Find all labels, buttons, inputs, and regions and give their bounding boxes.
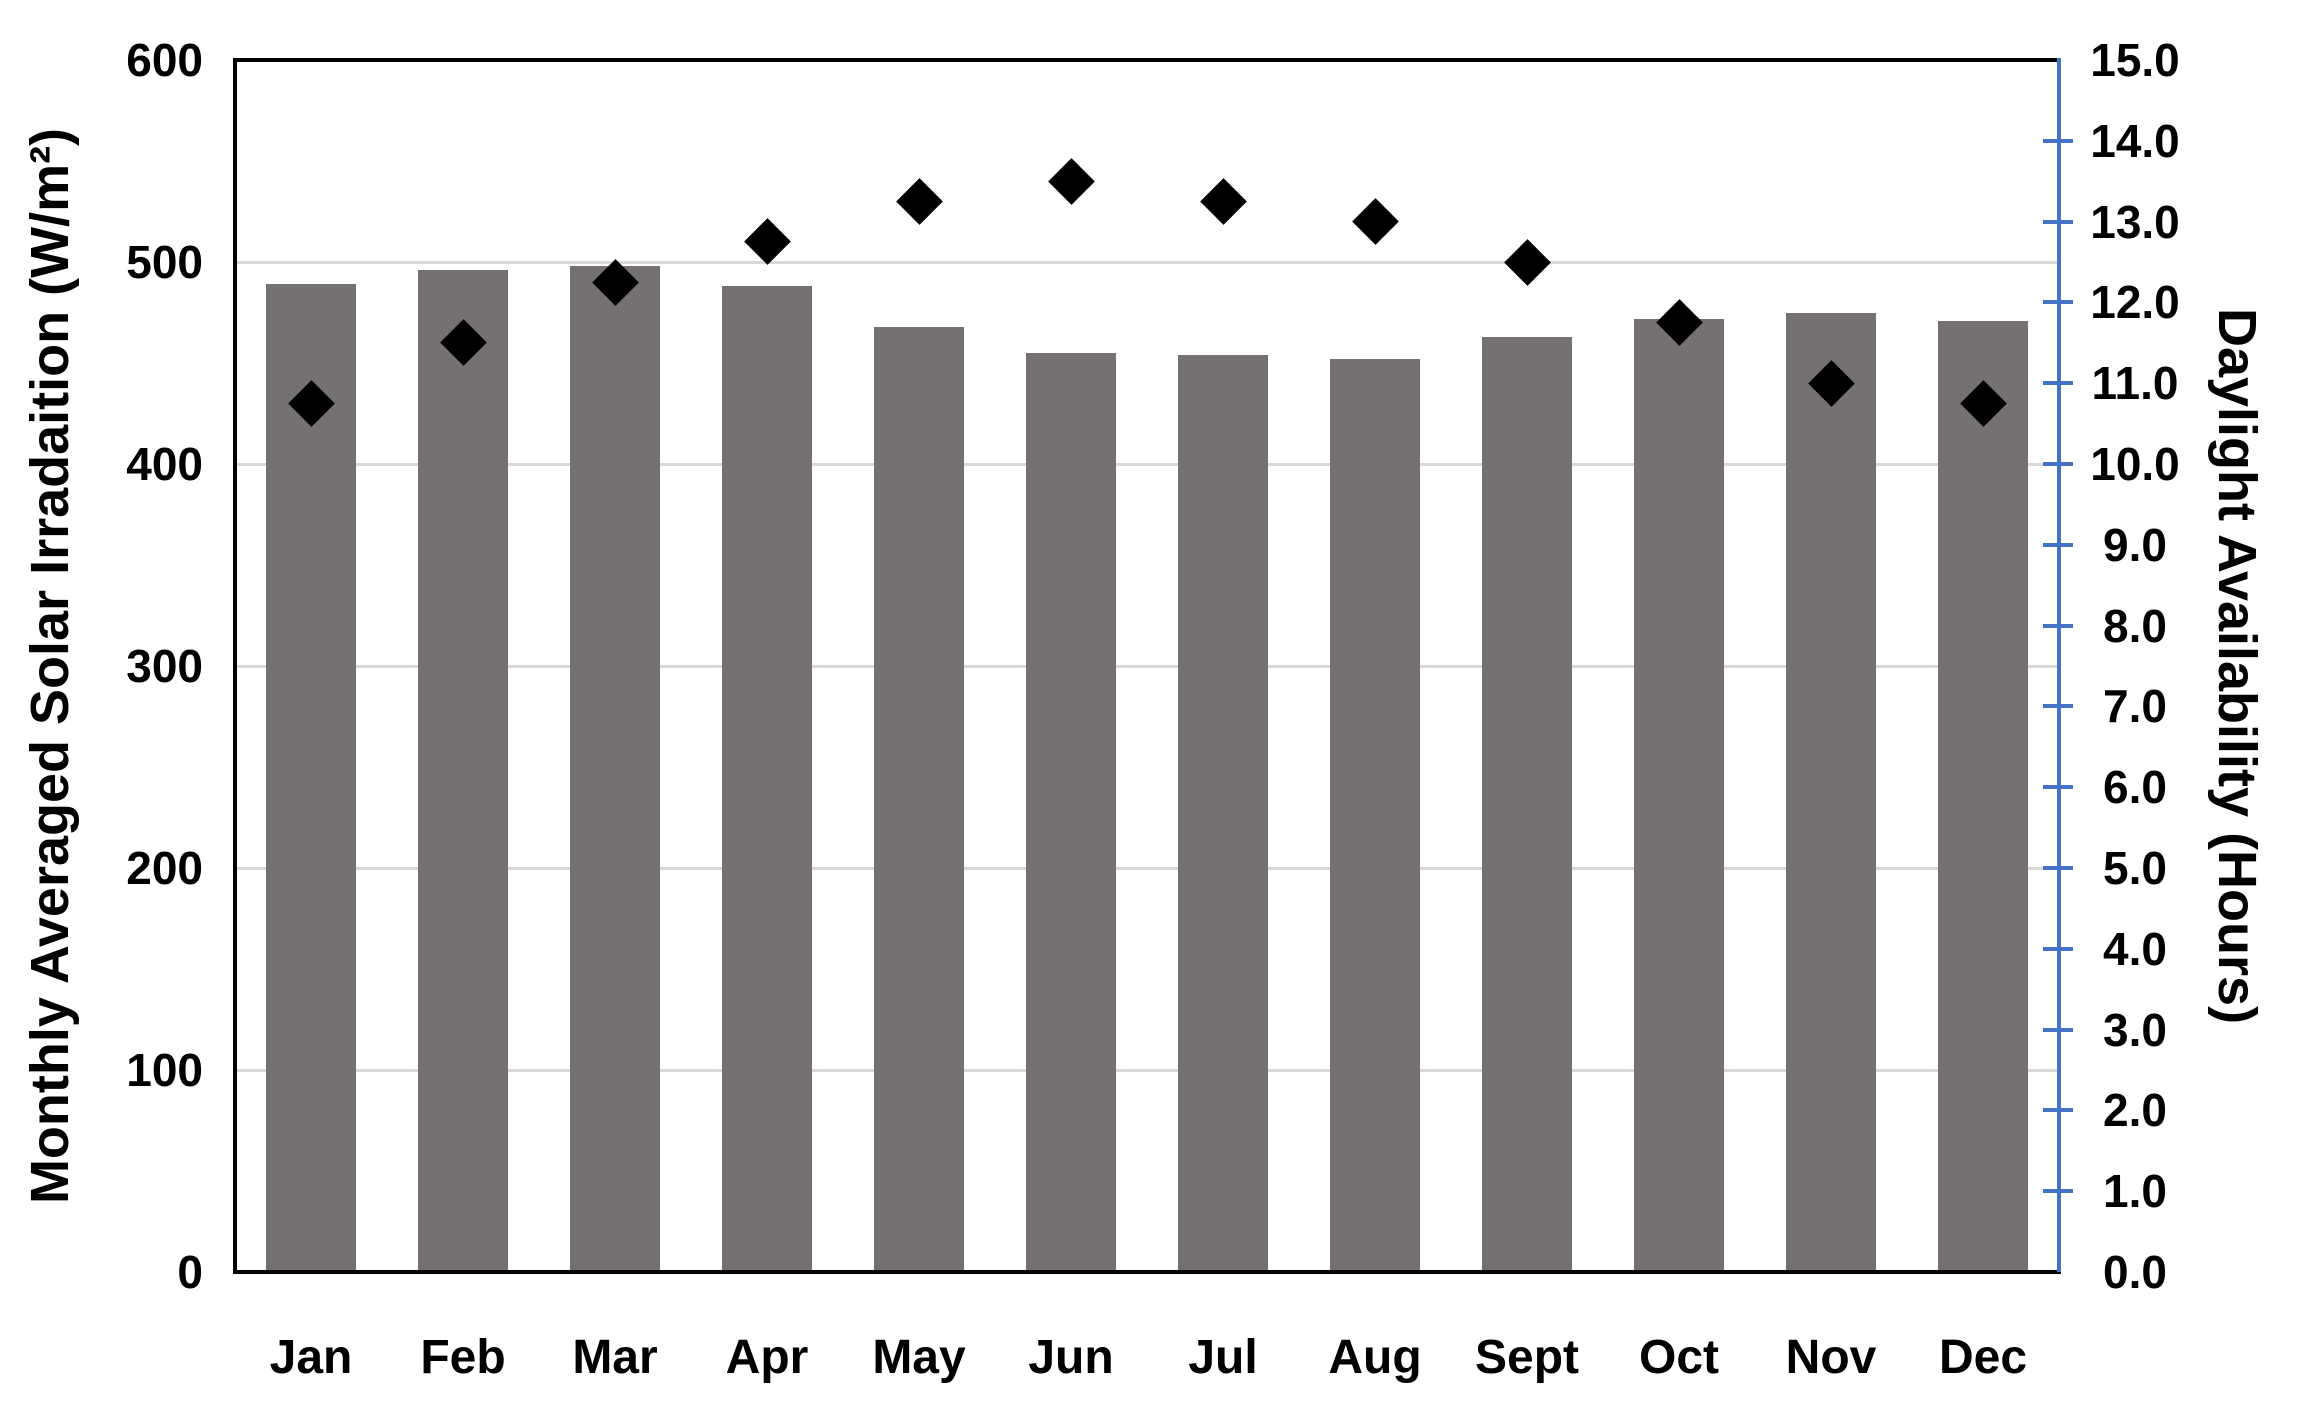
right-axis-tick-label: 0.0 xyxy=(2103,1246,2167,1298)
major-gridline xyxy=(237,664,2059,668)
x-tick-label-feb: Feb xyxy=(420,1331,506,1384)
major-gridline xyxy=(237,1068,2059,1072)
x-tick-label-jul: Jul xyxy=(1188,1331,1258,1384)
bar-feb xyxy=(418,270,508,1272)
bar-jun xyxy=(1026,352,1116,1272)
x-tick-label-dec: Dec xyxy=(1938,1331,2028,1384)
marker-sept xyxy=(1503,238,1551,286)
x-tick-label-oct: Oct xyxy=(1638,1331,1719,1384)
left-axis-tick-label: 500 xyxy=(126,236,203,288)
right-axis-tick-label: 9.0 xyxy=(2103,518,2167,571)
marker-aug xyxy=(1351,198,1399,245)
left-axis-tick-label: 300 xyxy=(126,640,203,692)
right-axis-tick-label: 10.0 xyxy=(2090,438,2180,490)
marker-jul xyxy=(1199,178,1247,225)
x-tick-label-apr: Apr xyxy=(725,1331,809,1384)
right-axis-tick-label: 6.0 xyxy=(2103,761,2167,814)
right-axis-tick-label: 3.0 xyxy=(2103,1003,2167,1056)
bar-jan xyxy=(266,284,356,1272)
bar-mar xyxy=(570,266,660,1272)
marker-jun xyxy=(1047,157,1095,205)
right-axis-tick-label: 2.0 xyxy=(2103,1084,2167,1137)
right-axis-tick-label: 4.0 xyxy=(2103,922,2167,975)
right-axis-tick-label: 5.0 xyxy=(2103,842,2167,894)
bar-jul xyxy=(1178,354,1268,1272)
marker-apr xyxy=(743,218,791,266)
left-axis-tick-label: 0 xyxy=(177,1246,203,1298)
right-axis-tick-label: 15.0 xyxy=(2090,34,2180,86)
bottom-axis-line xyxy=(233,1270,2061,1274)
right-axis-tick-label: 8.0 xyxy=(2103,599,2167,652)
bar-dec xyxy=(1938,320,2028,1272)
right-axis-line xyxy=(2057,58,2061,1272)
bar-oct xyxy=(1634,318,1724,1272)
right-axis-tick-label: 14.0 xyxy=(2090,114,2180,167)
right-axis-title: Daylight Availability (Hours) xyxy=(2207,307,2267,1025)
major-gridline xyxy=(237,260,2059,264)
bar-aug xyxy=(1330,358,1420,1272)
left-axis-tick-label: 600 xyxy=(126,34,203,86)
major-gridline xyxy=(237,462,2059,466)
left-axis-tick-label: 400 xyxy=(126,438,203,490)
right-axis-tick-label: 11.0 xyxy=(2091,357,2179,410)
marker-may xyxy=(895,178,943,225)
left-axis-tick-label: 100 xyxy=(126,1044,203,1096)
x-tick-label-jan: Jan xyxy=(269,1331,353,1384)
bar-apr xyxy=(722,286,812,1272)
x-tick-label-may: May xyxy=(872,1331,966,1384)
bar-sept xyxy=(1482,336,1572,1272)
right-axis-tick-label: 1.0 xyxy=(2103,1165,2167,1218)
right-axis-tick-label: 7.0 xyxy=(2103,680,2167,733)
right-axis-tick-label: 12.0 xyxy=(2090,276,2180,329)
left-axis-line xyxy=(233,58,237,1274)
bar-may xyxy=(874,326,964,1272)
top-plot-border xyxy=(233,58,2059,62)
bar-nov xyxy=(1786,312,1876,1272)
major-gridline xyxy=(237,866,2059,870)
right-axis-tick-label: 13.0 xyxy=(2090,195,2180,248)
x-tick-label-jun: Jun xyxy=(1028,1331,1114,1384)
x-tick-label-sept: Sept xyxy=(1474,1331,1579,1384)
x-tick-label-aug: Aug xyxy=(1328,1331,1422,1384)
x-tick-label-nov: Nov xyxy=(1785,1331,1877,1384)
x-tick-label-mar: Mar xyxy=(572,1331,658,1384)
left-axis-tick-label: 200 xyxy=(126,842,203,894)
